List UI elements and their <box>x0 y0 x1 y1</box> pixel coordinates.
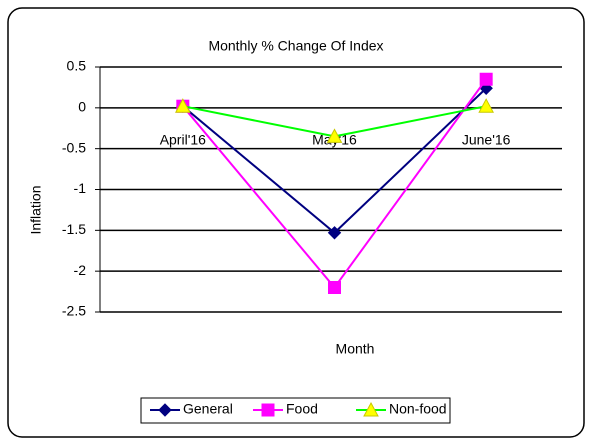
data-point <box>328 281 341 294</box>
legend-marker <box>158 403 172 417</box>
legend <box>140 397 451 424</box>
y-tick-label: -1.5 <box>62 221 86 237</box>
data-point <box>174 98 191 113</box>
y-tick-label: -2 <box>74 262 87 278</box>
data-point <box>478 98 495 113</box>
chart-title: Monthly % Change Of Index <box>208 38 383 54</box>
legend-label: General <box>183 401 233 417</box>
y-tick-label: 0 <box>78 99 86 115</box>
y-tick-label: -1 <box>74 180 87 196</box>
y-tick-label: 0.5 <box>67 58 87 74</box>
legend-marker <box>261 403 275 417</box>
x-tick-label: April'16 <box>160 132 206 148</box>
legend-label: Food <box>286 401 318 417</box>
y-tick-label: -0.5 <box>62 139 86 155</box>
legend-label: Non-food <box>389 401 447 417</box>
y-tick-label: -2.5 <box>62 303 86 319</box>
data-point <box>326 128 343 143</box>
chart-frame <box>7 7 585 438</box>
y-axis-label: Inflation <box>28 185 44 234</box>
data-point <box>327 226 342 240</box>
x-tick-label: June'16 <box>462 132 511 148</box>
legend-marker <box>363 401 379 417</box>
x-axis-label: Month <box>336 341 375 357</box>
data-point <box>479 72 493 86</box>
